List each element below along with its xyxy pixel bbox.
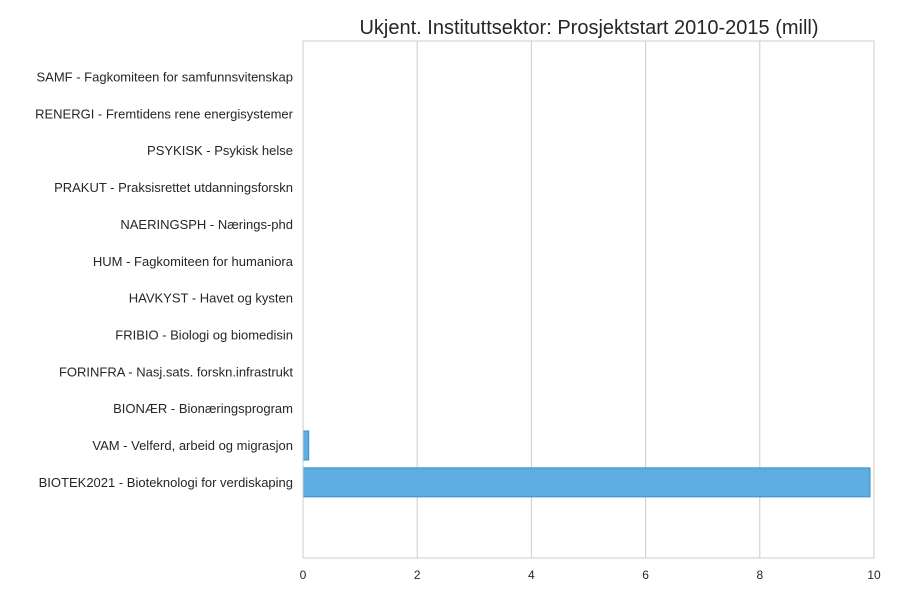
x-tick-label: 4 xyxy=(528,568,535,582)
x-tick-label: 0 xyxy=(300,568,307,582)
category-label: PRAKUT - Praksisrettet utdanningsforskn xyxy=(54,180,293,195)
bars xyxy=(303,63,870,497)
category-label: FORINFRA - Nasj.sats. forskn.infrastrukt xyxy=(59,364,293,379)
category-label: VAM - Velferd, arbeid og migrasjon xyxy=(92,438,293,453)
category-label: FRIBIO - Biologi og biomedisin xyxy=(115,327,293,342)
category-labels: SAMF - Fagkomiteen for samfunnsvitenskap… xyxy=(35,70,294,490)
category-label: BIONÆR - Bionæringsprogram xyxy=(113,401,293,416)
category-label: SAMF - Fagkomiteen for samfunnsvitenskap xyxy=(37,70,294,85)
x-tick-label: 10 xyxy=(867,568,881,582)
category-label: HUM - Fagkomiteen for humaniora xyxy=(93,254,294,269)
category-label: RENERGI - Fremtidens rene energisystemer xyxy=(35,106,294,121)
category-label: PSYKISK - Psykisk helse xyxy=(147,143,293,158)
x-tick-label: 6 xyxy=(642,568,649,582)
bar xyxy=(303,431,309,460)
category-label: HAVKYST - Havet og kysten xyxy=(129,291,293,306)
category-label: BIOTEK2021 - Bioteknologi for verdiskapi… xyxy=(39,475,293,490)
chart-title: Ukjent. Instituttsektor: Prosjektstart 2… xyxy=(359,17,818,39)
category-label: NAERINGSPH - Nærings-phd xyxy=(120,217,293,232)
x-tick-label: 8 xyxy=(756,568,763,582)
x-tick-labels: 0 2 4 6 8 10 xyxy=(300,568,881,582)
x-tick-label: 2 xyxy=(414,568,421,582)
bar xyxy=(303,468,870,497)
